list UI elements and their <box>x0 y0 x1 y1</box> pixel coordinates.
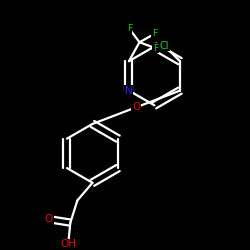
Text: F: F <box>127 24 132 33</box>
Text: O: O <box>132 102 140 112</box>
Text: F: F <box>153 44 158 53</box>
Text: O: O <box>45 214 53 224</box>
Text: N: N <box>125 86 133 96</box>
Text: F: F <box>152 30 157 38</box>
Text: Cl: Cl <box>160 41 169 51</box>
Text: OH: OH <box>60 239 76 249</box>
